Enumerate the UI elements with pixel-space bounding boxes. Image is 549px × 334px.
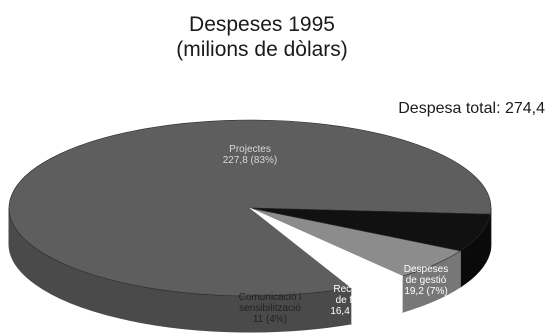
chart-subtitle: (milions de dòlars) — [176, 38, 348, 61]
slice-label-3: Comunicació i sensibilització 11 (4%) — [239, 292, 302, 325]
pie-slices — [8, 119, 492, 333]
slice-label-0: Projectes 227,8 (83%) — [223, 144, 277, 166]
slice-0 — [8, 119, 492, 297]
total-label: Despesa total: 274,4 — [398, 100, 545, 117]
slice-label-1: Despeses de gestió 19,2 (7%) — [404, 264, 448, 297]
slice-side-3-0 — [351, 276, 403, 324]
slice-labels: Projectes 227,8 (83%) Despeses de gestió 19,… — [223, 144, 448, 325]
chart-title: Despeses 1995 — [189, 13, 335, 36]
slice-label-2: Recerca de fons 16,4 (6%) — [330, 284, 373, 317]
slice-1 — [249, 207, 491, 252]
slice-3 — [249, 207, 404, 289]
